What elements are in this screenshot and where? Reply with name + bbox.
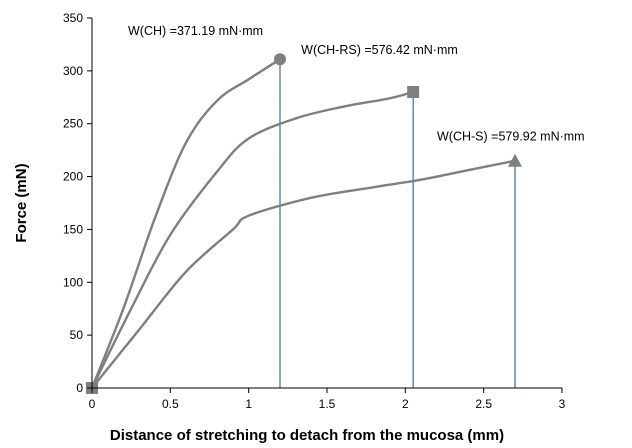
y-axis-ticks: 0 50 100 150 200 250 300 350 bbox=[63, 11, 92, 395]
series-line bbox=[90, 90, 414, 389]
x-axis-title: Distance of stretching to detach from th… bbox=[110, 427, 504, 444]
x-tick-label: 0 bbox=[89, 397, 96, 411]
y-tick-label: 300 bbox=[63, 64, 83, 78]
x-tick-label: 2.5 bbox=[475, 397, 492, 411]
circle-marker bbox=[274, 53, 286, 66]
triangle-marker bbox=[508, 153, 522, 167]
y-tick-label: 0 bbox=[76, 381, 83, 395]
work-annotation: W(CH) =371.19 mN·mm bbox=[128, 24, 263, 38]
work-annotation: W(CH-RS) =576.42 mN·mm bbox=[301, 43, 458, 57]
x-tick-label: 2 bbox=[402, 397, 409, 411]
annotations: W(CH) =371.19 mN·mm W(CH-RS) =576.42 mN·m… bbox=[128, 24, 585, 143]
y-tick-label: 150 bbox=[63, 222, 83, 236]
y-tick-label: 200 bbox=[63, 170, 83, 184]
x-axis-ticks: 0 0.5 1 1.5 2 2.5 3 bbox=[89, 388, 566, 411]
square-marker bbox=[407, 86, 420, 98]
y-tick-label: 100 bbox=[63, 275, 83, 289]
axes bbox=[91, 18, 562, 389]
drop-lines bbox=[279, 59, 516, 388]
x-tick-label: 1.5 bbox=[319, 397, 336, 411]
x-tick-label: 1 bbox=[245, 397, 252, 411]
series-curves bbox=[90, 58, 516, 389]
y-axis-title: Force (mN) bbox=[13, 163, 30, 242]
x-tick-label: 0.5 bbox=[162, 397, 179, 411]
work-annotation: W(CH-S) =579.92 mN·mm bbox=[437, 130, 585, 144]
y-tick-label: 50 bbox=[70, 328, 84, 342]
series-markers bbox=[86, 53, 522, 394]
series-line bbox=[90, 58, 281, 389]
y-tick-label: 250 bbox=[63, 117, 83, 131]
series-line bbox=[91, 159, 516, 389]
y-tick-label: 350 bbox=[63, 11, 83, 25]
x-tick-label: 3 bbox=[559, 397, 566, 411]
